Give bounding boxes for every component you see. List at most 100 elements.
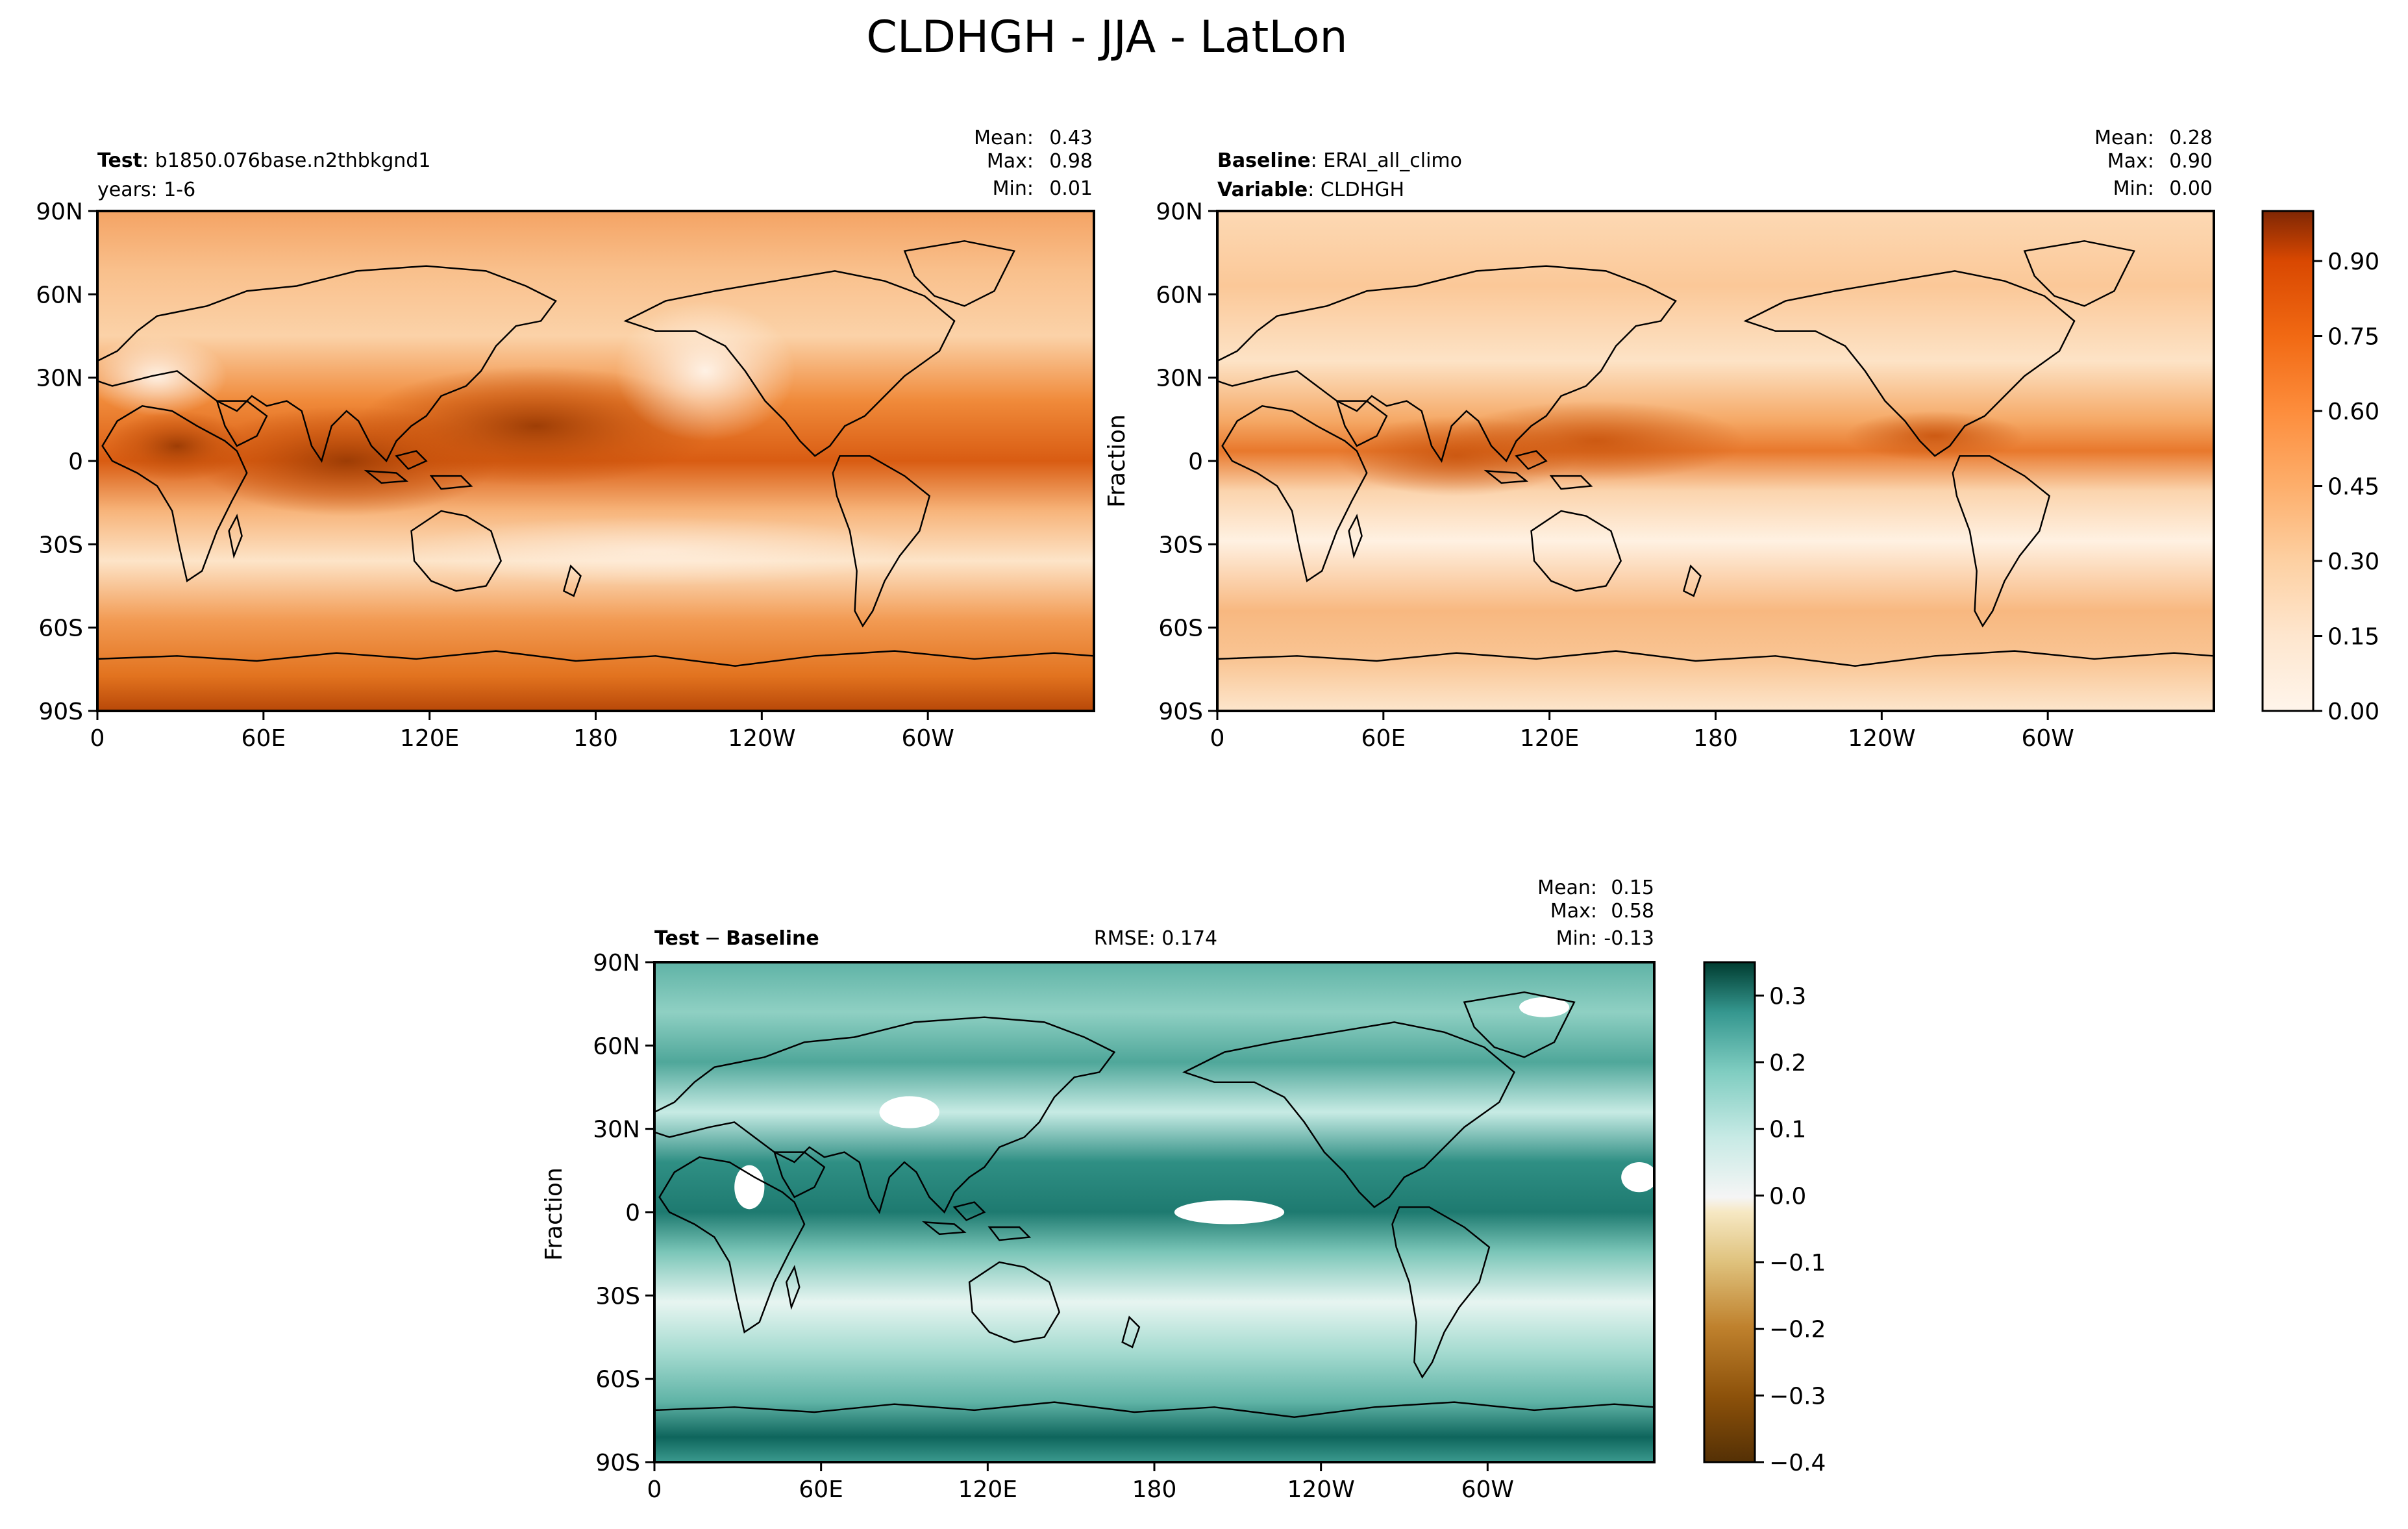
baseline-stat-min: 0.00	[2169, 177, 2213, 200]
baseline-stat-mean: 0.28	[2169, 127, 2213, 149]
y-tick-label: 60N	[1156, 282, 1203, 308]
y-tick-label: 60N	[36, 282, 83, 308]
x-tick-label: 120E	[400, 725, 459, 752]
test-yaxis: 90N 60N 30N 0 30S 60S 90S	[36, 199, 97, 725]
baseline-xaxis: 0 60E 120E 180 120W 60W	[1210, 711, 2074, 752]
diff-label-op: −	[704, 927, 721, 950]
baseline-variable-value: CLDHGH	[1321, 179, 1404, 201]
panel-test: Test: b1850.076base.n2thbkgnd1 years: 1-…	[36, 127, 1095, 752]
svg-text:Baseline: ERAI_all_climo: Baseline: ERAI_all_climo	[1217, 149, 1462, 172]
baseline-stats: Mean: 0.28 Max: 0.90 Min: 0.00	[2094, 127, 2213, 200]
x-tick-label: 60W	[1461, 1476, 1514, 1503]
y-tick-label: 90S	[595, 1450, 640, 1476]
svg-text:Variable: CLDHGH: Variable: CLDHGH	[1217, 179, 1404, 201]
y-tick-label: 30N	[1156, 366, 1203, 392]
figure-title: CLDHGH - JJA - LatLon	[866, 12, 1347, 63]
test-xaxis: 0 60E 120E 180 120W 60W	[90, 711, 954, 752]
y-tick-label: 30S	[595, 1283, 640, 1310]
colorbar-tick-label: 0.45	[2327, 474, 2379, 501]
x-tick-label: 60W	[901, 725, 954, 752]
diff-header: Test − Baseline RMSE: 0.174	[654, 927, 1217, 950]
colorbar-tick-label: 0.75	[2327, 324, 2379, 351]
y-tick-label: 90N	[1156, 199, 1203, 225]
colorbar-tick-label: 0.30	[2327, 549, 2379, 575]
y-tick-label: 90S	[38, 699, 83, 725]
test-label-bold: Test	[97, 149, 142, 172]
y-tick-label: 60S	[1158, 615, 1203, 642]
colorbar-tick-label: 0.00	[2327, 699, 2379, 725]
x-tick-label: 60E	[799, 1476, 843, 1503]
test-stat-max: 0.98	[1049, 150, 1093, 173]
baseline-field-hot-pacific	[1446, 401, 1746, 481]
diff-map	[654, 962, 1654, 1462]
panel-difference: Test − Baseline RMSE: 0.174 Mean: 0.15 Max…	[541, 876, 1826, 1503]
diff-stat-min: -0.13	[1604, 927, 1654, 950]
y-tick-label: 90N	[593, 950, 640, 976]
baseline-field-hot-america	[1845, 411, 2025, 461]
diff-field-blank-pacific	[1174, 1200, 1285, 1224]
x-tick-label: 120E	[958, 1476, 1017, 1503]
y-tick-label: 0	[68, 449, 83, 475]
y-tick-label: 90S	[1158, 699, 1203, 725]
y-tick-label: 30N	[36, 366, 83, 392]
y-tick-label: 60N	[593, 1033, 640, 1060]
test-stat-min-label: Min:	[993, 177, 1034, 200]
x-tick-label: 120E	[1520, 725, 1579, 752]
baseline-stat-max: 0.90	[2169, 150, 2213, 173]
y-tick-label: 60S	[38, 615, 83, 642]
colorbar-tick-label: 0.90	[2327, 249, 2379, 275]
test-field-light-atlantic	[615, 301, 795, 441]
diff-field-blank-africa	[734, 1165, 765, 1210]
baseline-ylabel: Fraction	[1104, 414, 1130, 508]
test-label-value: b1850.076base.n2thbkgnd1	[155, 149, 431, 172]
diff-field	[654, 962, 1654, 1462]
diff-label-right: Baseline	[726, 927, 819, 950]
diff-label-left: Test	[654, 927, 699, 950]
svg-text:Test−Baseline: Test − Baseline	[654, 927, 819, 950]
diff-xaxis: 0 60E 120E 180 120W 60W	[647, 1462, 1514, 1503]
test-years: years: 1-6	[97, 179, 195, 201]
baseline-header: Baseline: ERAI_all_climo Variable: CLDHG…	[1217, 149, 1462, 201]
y-tick-label: 30S	[38, 532, 83, 558]
y-tick-label: 0	[625, 1200, 640, 1226]
x-tick-label: 60E	[242, 725, 286, 752]
test-field-hot-africa	[107, 411, 247, 481]
colorbar-tick-label: 0.15	[2327, 624, 2379, 651]
diff-field-blank-atlantic	[1621, 1162, 1654, 1193]
baseline-label-bold: Baseline	[1217, 149, 1311, 172]
baseline-variable-bold: Variable	[1217, 179, 1308, 201]
test-stat-mean: 0.43	[1049, 127, 1093, 149]
x-tick-label: 0	[647, 1476, 662, 1503]
baseline-stat-min-label: Min:	[2113, 177, 2154, 200]
oranges-colorbar	[2261, 210, 2315, 712]
x-tick-label: 60W	[2021, 725, 2074, 752]
test-field-light-south	[396, 516, 915, 586]
x-tick-label: 120W	[1848, 725, 1915, 752]
oranges-colorbar-ticks: 0.00 0.15 0.30 0.45 0.60 0.75 0.90	[2313, 249, 2379, 725]
y-tick-label: 30N	[593, 1117, 640, 1143]
diff-stat-max-label: Max:	[1550, 900, 1597, 923]
x-tick-label: 60E	[1361, 725, 1406, 752]
diff-field-blank-tibet	[879, 1096, 939, 1128]
colorbar-tick-label: −0.2	[1769, 1317, 1826, 1343]
colorbar-tick-label: 0.2	[1769, 1050, 1806, 1076]
panel-baseline: Baseline: ERAI_all_climo Variable: CLDHG…	[1104, 127, 2379, 752]
colorbar-tick-label: −0.4	[1769, 1450, 1826, 1476]
baseline-yaxis: 90N 60N 30N 0 30S 60S 90S	[1156, 199, 1217, 725]
y-tick-label: 30S	[1158, 532, 1203, 558]
test-stats: Mean: 0.43 Max: 0.98 Min: 0.01	[974, 127, 1093, 200]
baseline-stat-mean-label: Mean:	[2094, 127, 2154, 149]
colorbar-tick-label: 0.0	[1769, 1183, 1806, 1210]
test-stat-min: 0.01	[1049, 177, 1093, 200]
diff-field-blank-greenland	[1519, 997, 1570, 1017]
x-tick-label: 0	[90, 725, 105, 752]
colorbar-tick-label: 0.3	[1769, 983, 1806, 1010]
svg-text:Test: b1850.076base.n2thbkgnd1: Test: b1850.076base.n2thbkgnd1	[97, 149, 430, 172]
diff-stat-min-label: Min:	[1556, 927, 1597, 950]
diff-yaxis: 90N 60N 30N 0 30S 60S 90S	[593, 950, 654, 1476]
colorbar-tick-label: 0.1	[1769, 1117, 1806, 1143]
y-tick-label: 0	[1188, 449, 1203, 475]
x-tick-label: 180	[1132, 1476, 1177, 1503]
diff-stats: Mean: 0.15 Max: 0.58 Min: -0.13	[1537, 876, 1654, 950]
colorbar-tick-label: −0.3	[1769, 1383, 1826, 1410]
